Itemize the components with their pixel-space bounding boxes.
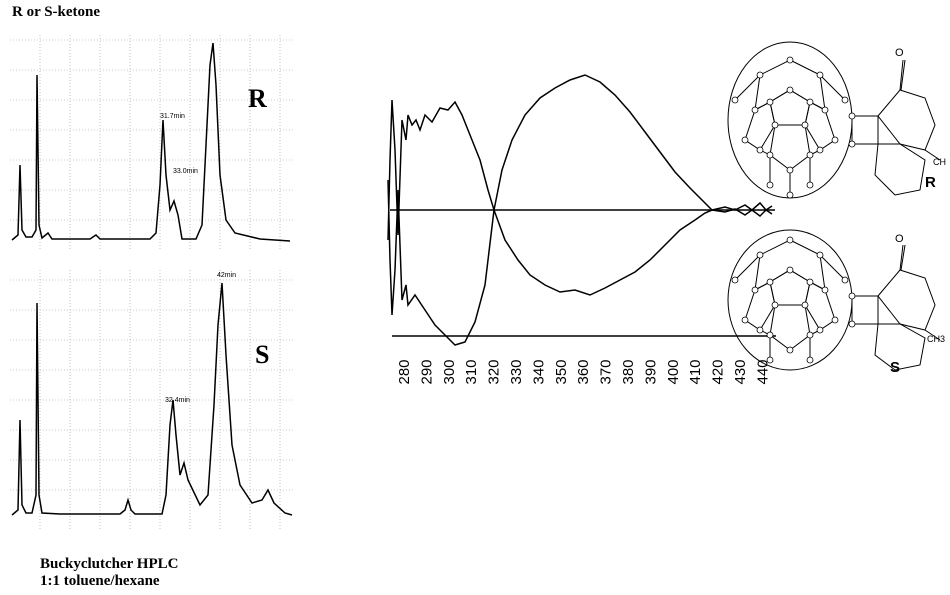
cd-x-tick-label: 420 <box>710 359 727 384</box>
cd-x-tick-label: 280 <box>396 359 413 384</box>
r-oxygen-label: O <box>895 47 904 59</box>
cd-x-tick-label: 390 <box>642 359 659 384</box>
cd-x-tick-label: 380 <box>620 359 637 384</box>
cd-x-tick-label: 400 <box>665 359 682 384</box>
cd-x-tick-label: 350 <box>553 359 570 384</box>
cd-x-tick-label: 310 <box>463 359 480 384</box>
hplc-lower-label: S <box>255 340 270 369</box>
cd-x-tick-label: 370 <box>598 359 615 384</box>
s-oxygen-label: O <box>895 233 904 245</box>
r-methyl-label: CH <box>933 157 946 167</box>
r-structure-label: R <box>925 174 936 191</box>
hplc-lower-annotation-1: 32.4min <box>165 397 190 404</box>
cd-x-tick-label: 410 <box>687 359 704 384</box>
fullerene-structures: O CH R O CH3 S <box>727 41 946 375</box>
hplc-upper-annotation-2: 33.0min <box>173 168 198 175</box>
fullerene-r-atoms <box>731 56 856 199</box>
cd-x-tick-labels: 280 290 300 310 320 330 340 350 360 370 380 390 400 4… <box>396 359 771 384</box>
cd-curve-lower <box>387 179 773 346</box>
cd-x-tick-label: 360 <box>575 359 592 384</box>
fullerene-s-atoms <box>731 236 856 364</box>
s-methyl-label: CH3 <box>927 334 945 344</box>
hplc-upper-annotation-1: 31.7min <box>160 113 185 120</box>
hplc-lower-trace <box>11 282 293 516</box>
cd-x-tick-label: 290 <box>418 359 435 384</box>
caption-line-1: Buckyclutcher HPLC <box>40 556 179 572</box>
hplc-lower-grid <box>10 270 295 530</box>
cd-x-tick-label: 330 <box>508 359 525 384</box>
caption-line-2: 1:1 toluene/hexane <box>40 573 160 589</box>
cd-x-tick-label: 300 <box>441 359 458 384</box>
fullerene-s-structure <box>727 229 941 371</box>
figure-caption: Buckyclutcher HPLC 1:1 toluene/hexane <box>40 556 178 590</box>
cd-x-tick-label: 340 <box>530 359 547 384</box>
cd-x-tick-label: 430 <box>732 359 749 384</box>
cd-spectrum: 280 290 300 310 320 330 340 350 360 370 380 390 400 4… <box>387 74 776 385</box>
figure-title: R or S-ketone <box>12 4 101 20</box>
hplc-upper-grid <box>10 35 295 250</box>
cd-x-tick-label: 320 <box>486 359 503 384</box>
s-structure-label: S <box>890 359 900 375</box>
fullerene-r-structure <box>727 41 941 199</box>
hplc-lower-annotation-2: 42min <box>217 272 236 279</box>
hplc-chromatograms: 31.7min 33.0min 32.4min 42min <box>10 35 295 530</box>
hplc-upper-label: R <box>248 84 267 113</box>
cd-curve-upper <box>387 74 773 241</box>
hplc-upper-trace <box>11 42 291 242</box>
